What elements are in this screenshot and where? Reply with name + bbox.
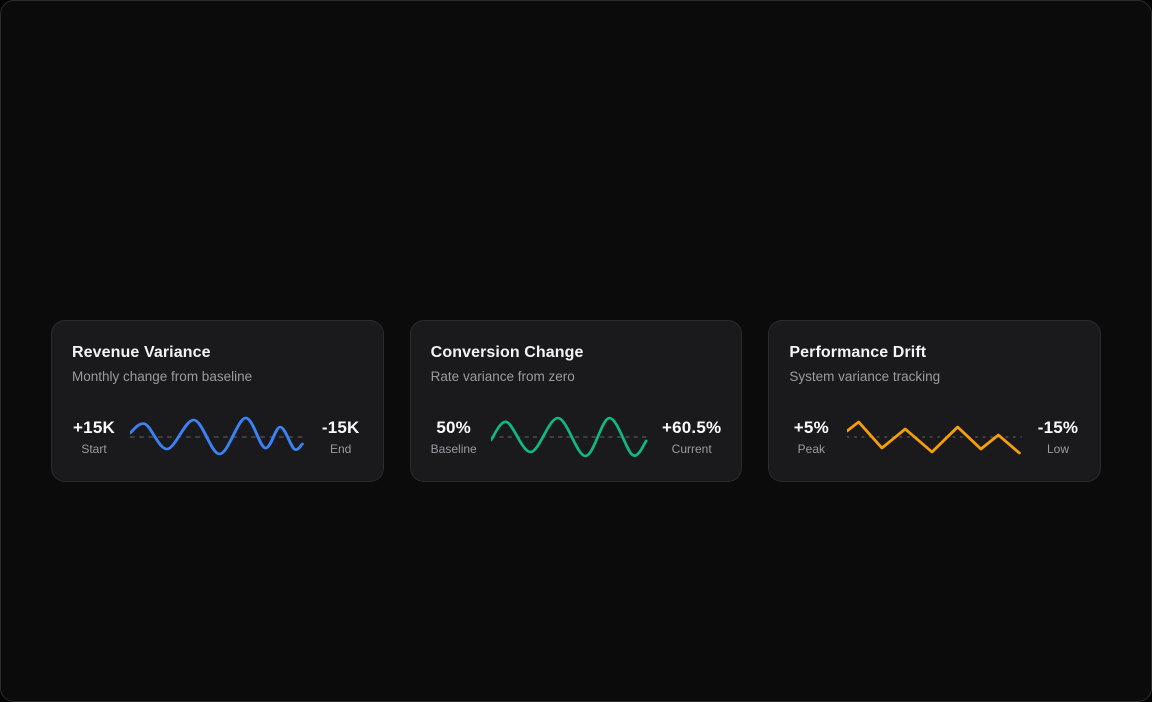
card-subtitle: Rate variance from zero	[430, 368, 575, 384]
metric-row: +15K Start -15K End	[72, 415, 363, 459]
left-stat-label: Peak	[797, 442, 826, 456]
right-stat-value: -15K	[321, 418, 360, 437]
right-stat-value: +60.5%	[662, 418, 722, 437]
right-stat-label: Current	[671, 442, 712, 456]
left-stat: +5% Peak	[789, 418, 833, 456]
right-stat-label: Low	[1047, 442, 1070, 456]
left-stat-value: +15K	[73, 418, 115, 437]
right-stat-label: End	[329, 442, 352, 456]
card-title: Revenue Variance	[72, 344, 211, 361]
right-stat: -15K End	[319, 418, 363, 456]
card-subtitle: System variance tracking	[789, 368, 941, 384]
left-stat: 50% Baseline	[431, 418, 477, 456]
left-stat-value: +5%	[793, 418, 829, 437]
right-stat: +60.5% Current	[662, 418, 721, 456]
card-subtitle: Monthly change from baseline	[72, 368, 253, 384]
conversion-sparkline-chart	[490, 416, 648, 458]
performance-sparkline-chart	[847, 420, 1023, 455]
metric-row: +5% Peak -15% Low	[789, 415, 1080, 459]
stat-cards-row: Revenue Variance Monthly change from bas…	[51, 320, 1102, 482]
left-stat-label: Baseline	[430, 442, 477, 456]
right-stat: -15% Low	[1036, 418, 1080, 456]
card-title: Conversion Change	[430, 344, 584, 361]
card-revenue-variance: Revenue Variance Monthly change from bas…	[51, 320, 384, 482]
left-stat-label: Start	[81, 442, 107, 456]
card-performance-drift: Performance Drift System variance tracki…	[768, 320, 1102, 482]
left-stat-value: 50%	[436, 418, 471, 437]
revenue-sparkline-chart	[130, 416, 305, 456]
card-conversion-change: Conversion Change Rate variance from zer…	[409, 320, 743, 482]
card-title: Performance Drift	[789, 344, 927, 361]
right-stat-value: -15%	[1037, 418, 1079, 437]
left-stat: +15K Start	[72, 418, 116, 456]
metric-row: 50% Baseline +60.5% Current	[431, 415, 722, 459]
